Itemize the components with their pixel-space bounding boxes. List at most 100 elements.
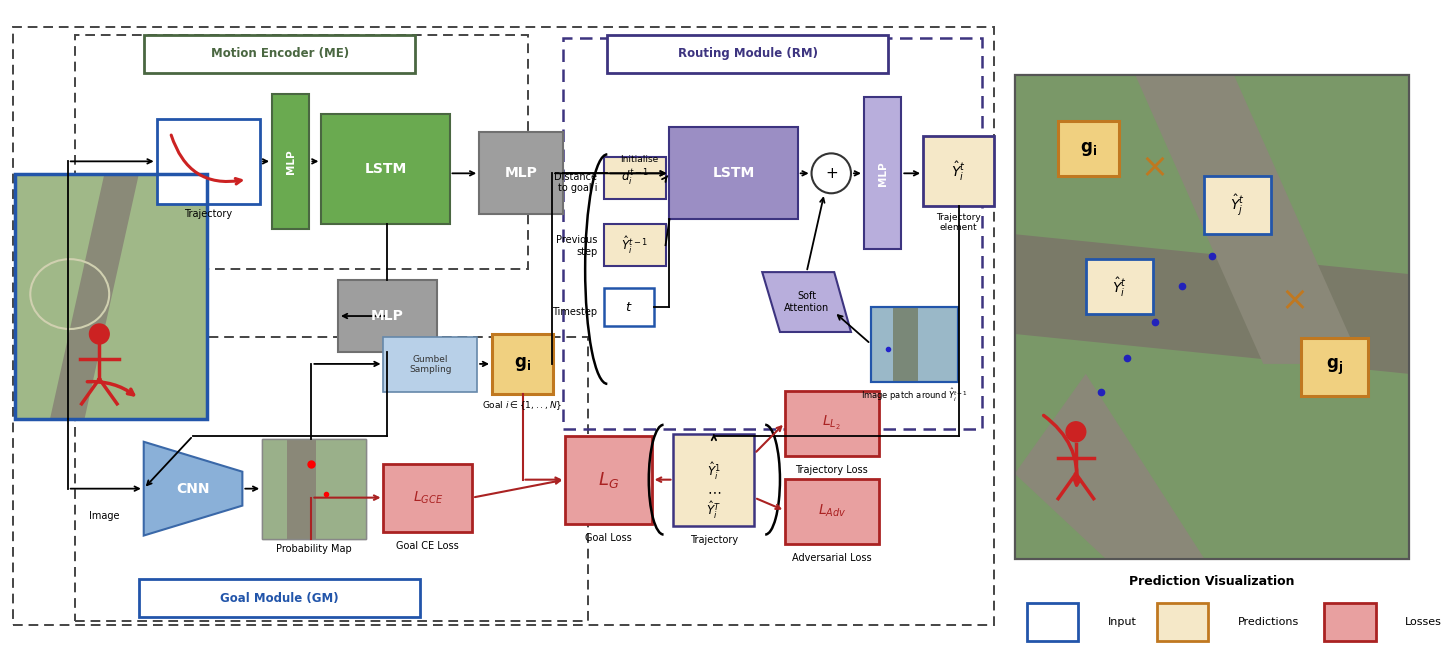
- Text: Gumbel
Sampling: Gumbel Sampling: [408, 354, 452, 374]
- Text: Image patch around $\hat{Y}_i^{t-1}$: Image patch around $\hat{Y}_i^{t-1}$: [860, 387, 967, 404]
- Bar: [1058, 122, 1119, 177]
- Bar: [337, 280, 437, 352]
- Bar: [785, 479, 879, 543]
- Bar: [75, 337, 588, 621]
- Text: +: +: [825, 166, 837, 181]
- Text: $\hat{Y}_i^t$: $\hat{Y}_i^t$: [951, 160, 966, 183]
- Text: Routing Module (RM): Routing Module (RM): [678, 47, 818, 60]
- Polygon shape: [1015, 234, 1409, 374]
- Polygon shape: [762, 272, 851, 332]
- Text: $L_{GCE}$: $L_{GCE}$: [413, 489, 443, 506]
- Bar: [287, 439, 316, 538]
- Text: Trajectory Loss: Trajectory Loss: [795, 465, 869, 475]
- Bar: [1157, 604, 1208, 642]
- Text: $\cdots$: $\cdots$: [707, 485, 721, 498]
- Bar: [1086, 259, 1153, 314]
- Text: $\times$: $\times$: [1140, 150, 1166, 183]
- Text: Goal Loss: Goal Loss: [585, 532, 631, 543]
- Bar: [870, 307, 957, 382]
- Text: Image: Image: [88, 511, 120, 521]
- Text: Timestep: Timestep: [552, 307, 598, 317]
- Bar: [669, 128, 798, 219]
- Circle shape: [90, 324, 109, 344]
- Text: MLP: MLP: [285, 149, 295, 174]
- Text: MLP: MLP: [371, 309, 404, 323]
- Text: $L_{Adv}$: $L_{Adv}$: [818, 502, 846, 519]
- Text: LSTM: LSTM: [712, 166, 754, 181]
- Bar: [156, 120, 261, 204]
- Bar: [13, 27, 993, 625]
- Bar: [922, 137, 993, 206]
- Text: Predictions: Predictions: [1238, 617, 1299, 627]
- Text: $\hat{Y}_i^{t-1}$: $\hat{Y}_i^{t-1}$: [621, 234, 649, 256]
- Text: Goal CE Loss: Goal CE Loss: [397, 541, 459, 551]
- Text: $\hat{Y}_j^t$: $\hat{Y}_j^t$: [1231, 193, 1245, 218]
- Text: Trajectory: Trajectory: [184, 209, 232, 219]
- Bar: [272, 94, 310, 229]
- Text: $\times$: $\times$: [1280, 283, 1306, 316]
- Bar: [785, 391, 879, 456]
- Bar: [604, 288, 653, 326]
- Bar: [262, 439, 366, 538]
- Text: $\hat{Y}_i^1$: $\hat{Y}_i^1$: [707, 461, 721, 483]
- Bar: [75, 35, 529, 269]
- Bar: [1205, 177, 1271, 234]
- Bar: [384, 337, 478, 392]
- Text: MLP: MLP: [504, 166, 537, 181]
- Text: CNN: CNN: [177, 481, 210, 496]
- Text: $\hat{Y}_i^t$: $\hat{Y}_i^t$: [1112, 275, 1127, 299]
- Text: Prediction Visualization: Prediction Visualization: [1129, 575, 1295, 588]
- Text: Adversarial Loss: Adversarial Loss: [792, 553, 872, 562]
- Text: $\mathbf{g_i}$: $\mathbf{g_i}$: [514, 355, 531, 373]
- Circle shape: [1066, 422, 1086, 441]
- Bar: [673, 434, 754, 526]
- Polygon shape: [1135, 75, 1363, 364]
- Bar: [1027, 604, 1077, 642]
- Circle shape: [811, 154, 851, 194]
- Bar: [1325, 604, 1376, 642]
- Bar: [14, 175, 207, 419]
- Bar: [384, 464, 472, 532]
- Text: Losses: Losses: [1406, 617, 1442, 627]
- Text: Motion Encoder (ME): Motion Encoder (ME): [211, 47, 349, 60]
- Text: Goal Module (GM): Goal Module (GM): [220, 592, 339, 605]
- Bar: [864, 97, 901, 249]
- Polygon shape: [143, 441, 242, 536]
- Bar: [1015, 75, 1409, 559]
- Text: MLP: MLP: [877, 161, 888, 186]
- Bar: [262, 439, 366, 538]
- Text: Previous
step: Previous step: [556, 235, 598, 257]
- Text: LSTM: LSTM: [365, 162, 407, 177]
- Polygon shape: [51, 175, 139, 419]
- Bar: [139, 579, 420, 617]
- Bar: [893, 307, 918, 382]
- Text: $\mathbf{g_j}$: $\mathbf{g_j}$: [1326, 357, 1342, 377]
- Text: $L_G$: $L_G$: [598, 470, 618, 490]
- Bar: [262, 439, 366, 538]
- Text: $d_i^{t-1}$: $d_i^{t-1}$: [621, 168, 649, 188]
- Bar: [563, 38, 982, 429]
- Text: $L_{L_2}$: $L_{L_2}$: [822, 414, 841, 432]
- Bar: [870, 307, 957, 382]
- Text: $\hat{Y}_i^T$: $\hat{Y}_i^T$: [707, 500, 721, 521]
- Polygon shape: [1015, 374, 1205, 559]
- Bar: [143, 35, 416, 73]
- Text: Trajectory
element: Trajectory element: [937, 213, 980, 232]
- Bar: [604, 224, 666, 266]
- Bar: [607, 35, 889, 73]
- Text: Probability Map: Probability Map: [277, 543, 352, 553]
- Bar: [1300, 338, 1368, 396]
- Bar: [1015, 75, 1409, 559]
- Text: Initialise: Initialise: [620, 155, 657, 164]
- Bar: [565, 436, 652, 524]
- Bar: [14, 175, 207, 419]
- Text: Trajectory: Trajectory: [689, 534, 738, 545]
- Text: Distance
to goal i: Distance to goal i: [555, 171, 598, 193]
- Text: Input: Input: [1108, 617, 1137, 627]
- Text: Soft
Attention: Soft Attention: [783, 291, 830, 313]
- Bar: [492, 334, 553, 394]
- Bar: [321, 114, 449, 224]
- Text: Goal $i \in \{1,..,N\}$: Goal $i \in \{1,..,N\}$: [482, 400, 563, 412]
- Bar: [479, 132, 563, 215]
- Bar: [1015, 75, 1409, 559]
